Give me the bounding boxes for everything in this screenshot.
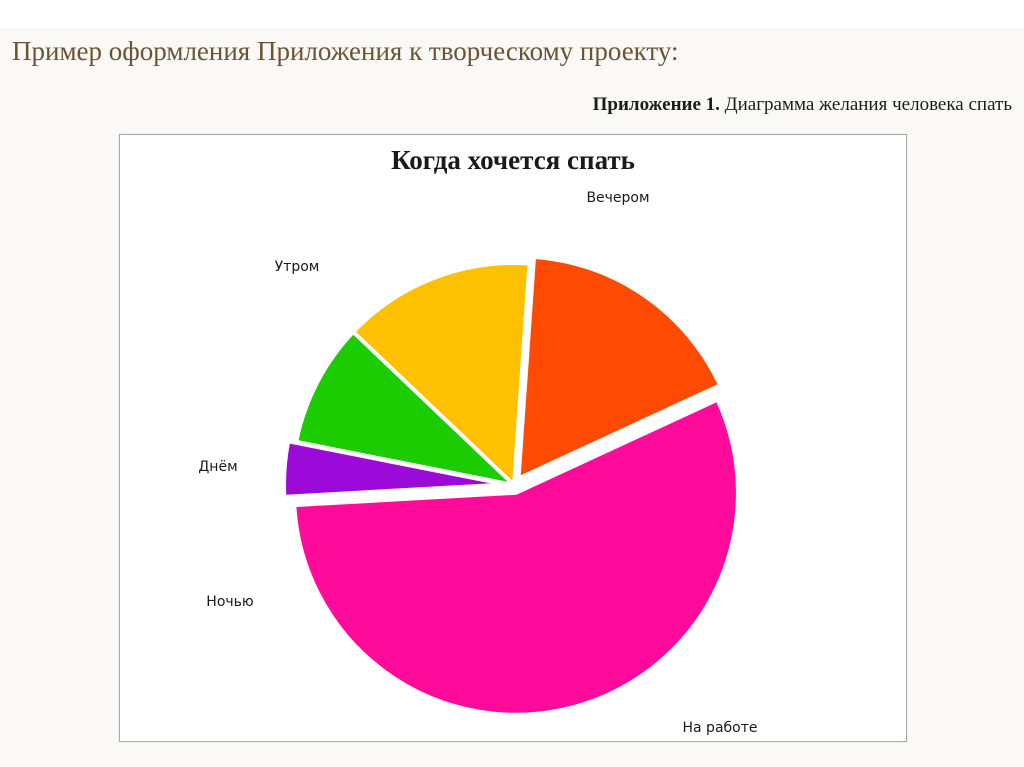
pie-slices bbox=[282, 254, 740, 717]
chart-frame: Когда хочется спать Вечером На работе Ночь… bbox=[119, 134, 907, 742]
slice-label-1: Вечером bbox=[586, 190, 649, 206]
pie-labels: Вечером На работе Ночью Днём Утром bbox=[198, 190, 757, 736]
pie-slice-3 bbox=[282, 439, 509, 499]
chart-title: Когда хочется спать bbox=[391, 145, 635, 175]
appendix-caption: Приложение 1. Диаграмма желания человека… bbox=[593, 94, 1012, 116]
pie-slice-4 bbox=[294, 329, 516, 487]
slice-label-3: Ночью bbox=[206, 594, 254, 610]
slice-label-2: На работе bbox=[683, 720, 758, 736]
pie-chart: Когда хочется спать Вечером На работе Ночь… bbox=[198, 145, 757, 736]
caption-bold: Приложение 1. bbox=[592, 94, 720, 115]
pie-slice-2 bbox=[292, 397, 740, 717]
page-heading: Пример оформления Приложения к творческо… bbox=[12, 36, 679, 66]
slice-label-5: Утром bbox=[275, 259, 320, 275]
slice-label-4: Днём bbox=[198, 459, 237, 475]
pie-slice-1 bbox=[516, 254, 723, 481]
caption-text: Диаграмма желания человека спать bbox=[719, 94, 1012, 115]
pie-slice-5 bbox=[351, 261, 532, 487]
